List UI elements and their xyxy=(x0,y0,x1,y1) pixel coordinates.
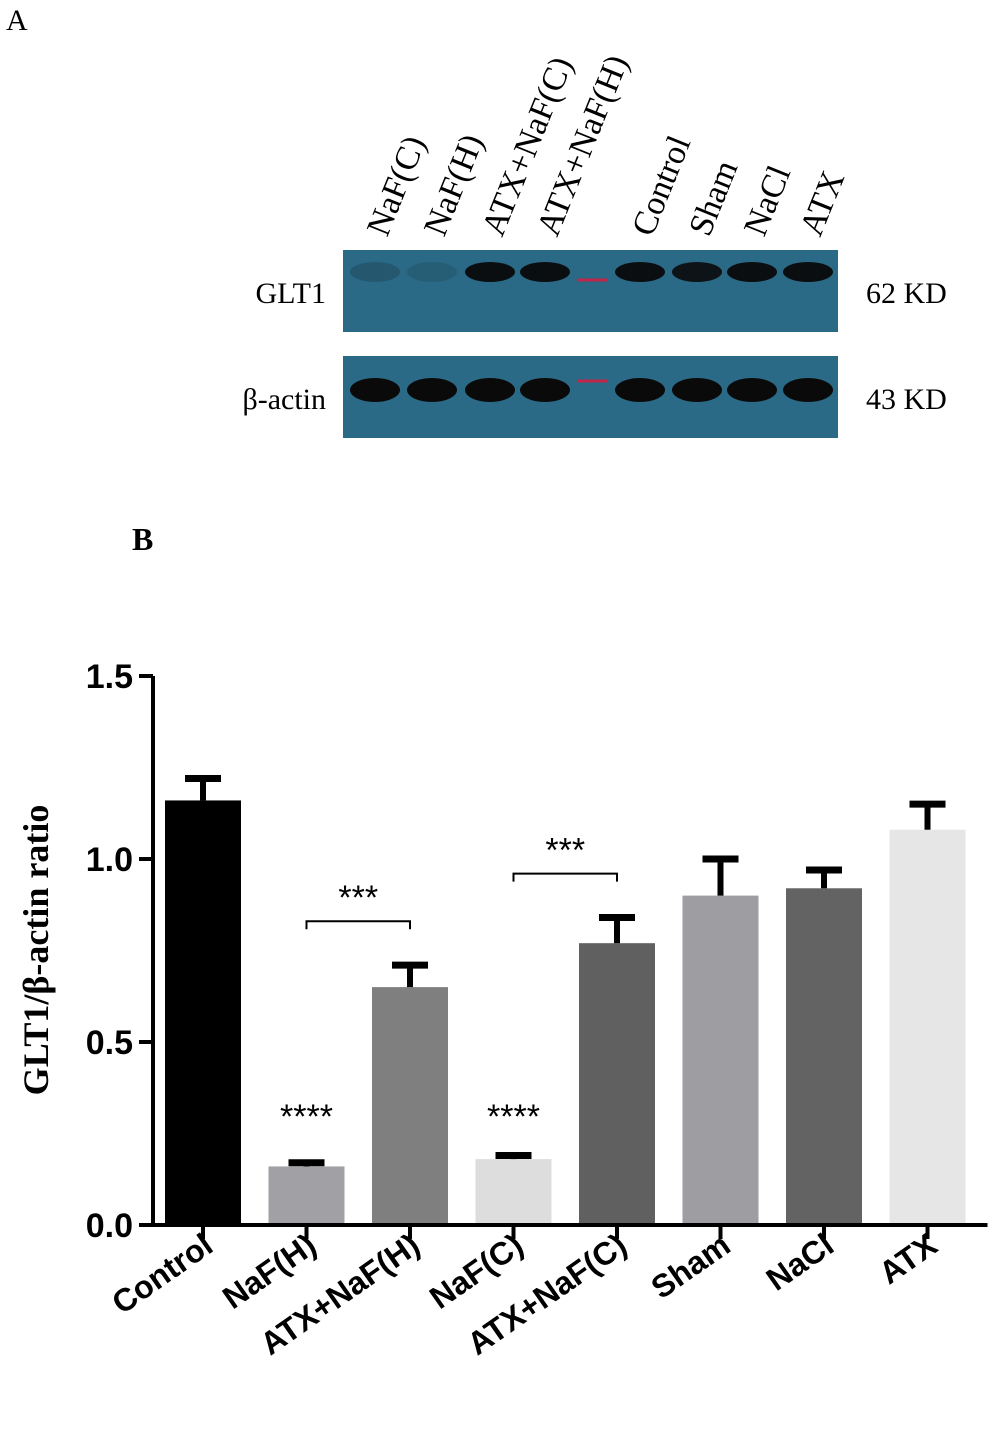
band xyxy=(615,262,665,282)
error-bar xyxy=(599,914,635,944)
band xyxy=(350,262,400,282)
band xyxy=(727,262,777,282)
error-bar xyxy=(288,1159,325,1167)
bar-atx-naf-h- xyxy=(372,987,448,1225)
y-tick-label: 1.5 xyxy=(86,658,133,696)
lane-label: Sham xyxy=(682,155,745,241)
blot-row-0: GLT1 62 KD xyxy=(255,250,947,332)
band xyxy=(727,378,777,402)
bar-control xyxy=(165,800,241,1225)
x-tick-label: NaCl xyxy=(760,1226,840,1297)
band xyxy=(407,262,457,282)
panel-b-label: B xyxy=(132,521,153,557)
annotations: **** ********** xyxy=(280,832,618,1136)
error-bar xyxy=(702,855,739,896)
bar-naf-h- xyxy=(268,1166,345,1225)
band xyxy=(407,378,457,402)
axes: 0.0 0.5 1.0 1.5 xyxy=(86,658,988,1245)
error-bars xyxy=(185,774,946,1167)
x-tick-label: Sham xyxy=(644,1226,736,1305)
significance-bracket: *** xyxy=(305,879,411,930)
blot-rows: GLT1 62 KD β-actin 43 KD xyxy=(242,250,947,438)
membrane xyxy=(343,250,838,332)
bar-naf-c- xyxy=(475,1159,552,1225)
error-bar xyxy=(392,961,428,988)
error-bar xyxy=(495,1151,532,1160)
bracket-label: *** xyxy=(338,879,378,917)
bar-sham xyxy=(682,895,759,1225)
panel-a-label: A xyxy=(6,4,28,37)
significance-bracket: *** xyxy=(512,832,618,882)
lane-label: ATX xyxy=(793,166,852,241)
band xyxy=(783,262,833,282)
panel-a-western-blot: A NaF(C)NaF(H)ATX+NaF(C)ATX+NaF(H)Contro… xyxy=(6,4,947,438)
error-bar xyxy=(185,774,221,801)
y-tick-label: 0.5 xyxy=(86,1024,133,1062)
significance-label: **** xyxy=(280,1098,333,1136)
error-bar xyxy=(909,800,946,830)
bar-atx xyxy=(889,829,966,1225)
y-tick-label: 1.0 xyxy=(86,841,133,879)
band xyxy=(465,378,515,402)
y-axis-label: GLT1/β-actin ratio xyxy=(16,805,56,1096)
bars xyxy=(165,800,966,1225)
blot-size: 62 KD xyxy=(866,277,947,310)
y-tick-label: 0.0 xyxy=(86,1207,133,1245)
significance-label: **** xyxy=(487,1098,540,1136)
band xyxy=(672,378,722,402)
bar-nacl xyxy=(786,888,862,1225)
band xyxy=(672,262,722,282)
lane-labels: NaF(C)NaF(H)ATX+NaF(C)ATX+NaF(H)ControlS… xyxy=(360,50,852,241)
band xyxy=(520,262,570,282)
blot-size: 43 KD xyxy=(866,383,947,416)
band xyxy=(520,378,570,402)
band xyxy=(783,378,833,402)
bar-atx-naf-c- xyxy=(579,943,655,1225)
band xyxy=(350,378,400,402)
blot-name: GLT1 xyxy=(255,277,326,310)
band xyxy=(615,378,665,402)
band xyxy=(465,262,515,282)
blot-row-1: β-actin 43 KD xyxy=(242,356,947,438)
x-tick-label: ATX xyxy=(872,1226,944,1291)
bracket-label: *** xyxy=(545,832,585,870)
panel-b-bar-chart: B GLT1/β-actin ratio 0.00.51.01.5 **** **… xyxy=(16,521,988,1362)
lane-label: NaCl xyxy=(737,161,798,241)
blot-name: β-actin xyxy=(242,383,326,416)
error-bar xyxy=(806,866,842,889)
